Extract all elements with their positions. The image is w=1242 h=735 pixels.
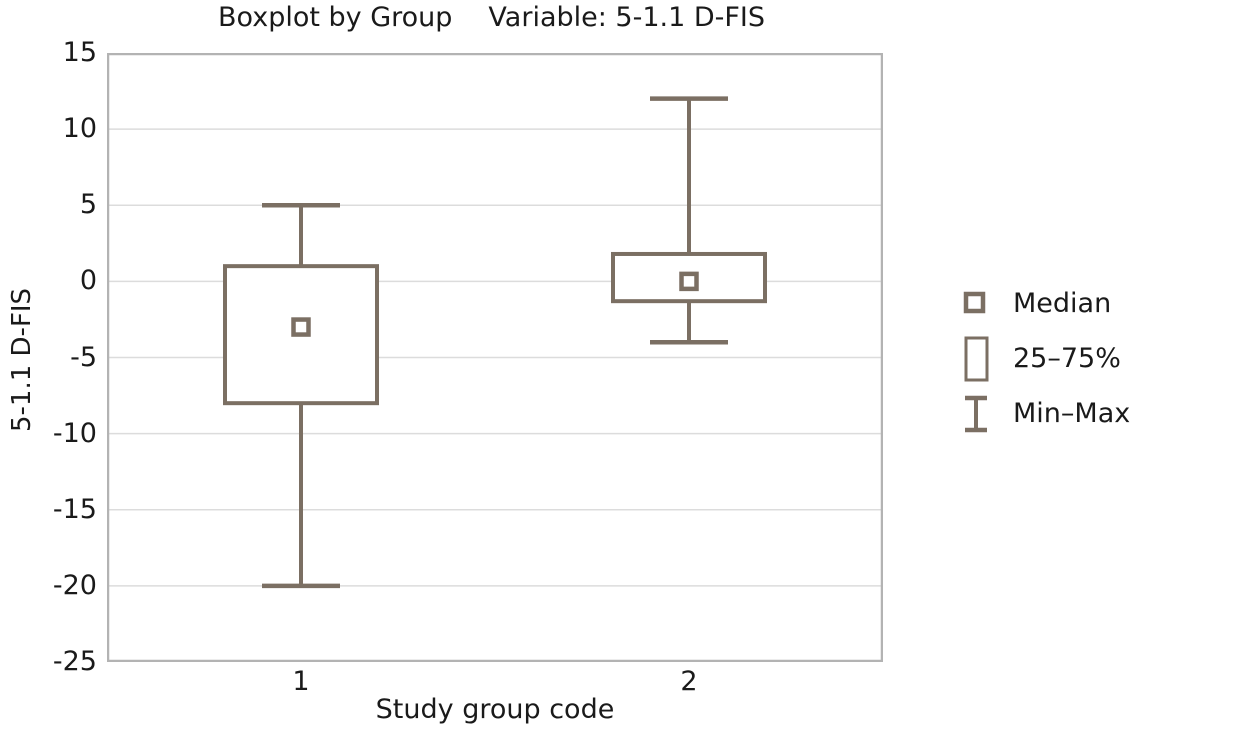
legend-item-iqr: 25–75% <box>963 336 1130 382</box>
y-tick-label: 10 <box>62 113 97 145</box>
iqr-box-icon <box>963 336 1001 382</box>
y-tick-label: -20 <box>52 569 97 601</box>
y-tick-label: -25 <box>52 646 97 677</box>
plot-area <box>107 53 883 662</box>
chart-title: Boxplot by Group Variable: 5-1.1 D-FIS <box>218 2 765 34</box>
min-max-whisker-icon <box>963 394 1001 434</box>
y-tick-label: -5 <box>70 341 97 373</box>
y-tick-label: 0 <box>79 265 97 297</box>
median-marker <box>679 271 699 292</box>
legend: Median 25–75% Min–Max <box>963 283 1130 435</box>
legend-item-minmax: Min–Max <box>963 393 1130 435</box>
chart-title-variable: Variable: 5-1.1 D-FIS <box>488 2 766 33</box>
chart-title-main: Boxplot by Group <box>218 2 453 33</box>
legend-label-median: Median <box>1013 288 1112 319</box>
plot-frame <box>107 53 883 662</box>
x-tick-label: 1 <box>292 666 310 697</box>
x-tick-label: 2 <box>680 666 698 697</box>
x-axis-title: Study group code <box>375 694 615 725</box>
legend-label-iqr: 25–75% <box>1013 343 1121 374</box>
legend-item-median: Median <box>963 283 1130 325</box>
y-tick-label: 5 <box>79 189 97 221</box>
median-marker-icon <box>963 291 1001 317</box>
legend-label-minmax: Min–Max <box>1013 398 1131 429</box>
y-tick-label: 15 <box>62 37 97 68</box>
median-marker <box>291 317 311 337</box>
y-tick-label: -10 <box>52 417 97 449</box>
y-tick-label: -15 <box>52 493 97 525</box>
